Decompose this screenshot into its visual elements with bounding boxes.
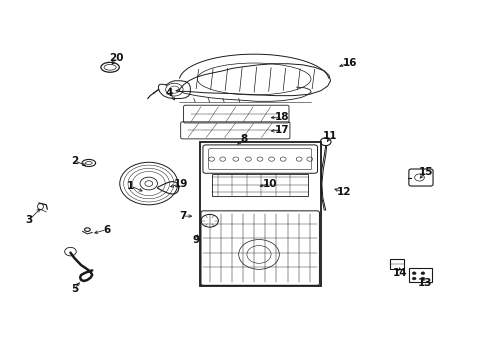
Text: 8: 8	[240, 134, 247, 144]
Text: 6: 6	[103, 225, 110, 235]
Text: 15: 15	[418, 167, 432, 177]
Text: 16: 16	[342, 58, 356, 68]
Circle shape	[420, 272, 424, 275]
Text: 7: 7	[179, 211, 186, 221]
Circle shape	[411, 277, 415, 280]
Text: 20: 20	[109, 53, 123, 63]
Bar	[408, 268, 431, 282]
Text: 4: 4	[165, 88, 173, 98]
Text: 9: 9	[192, 235, 199, 245]
Text: 18: 18	[274, 112, 289, 122]
Bar	[211, 174, 308, 196]
Text: 11: 11	[323, 131, 337, 141]
Text: 13: 13	[417, 278, 432, 288]
Bar	[389, 259, 403, 269]
Circle shape	[420, 277, 424, 280]
Text: 14: 14	[392, 268, 407, 278]
Text: 10: 10	[263, 179, 277, 189]
Text: 19: 19	[173, 179, 187, 189]
Text: 2: 2	[71, 156, 78, 166]
Text: 12: 12	[336, 188, 350, 197]
Circle shape	[411, 272, 415, 275]
Text: 1: 1	[127, 181, 134, 191]
Text: 5: 5	[71, 284, 78, 294]
Text: 3: 3	[26, 215, 33, 225]
Text: 17: 17	[274, 125, 289, 135]
Bar	[200, 142, 320, 285]
